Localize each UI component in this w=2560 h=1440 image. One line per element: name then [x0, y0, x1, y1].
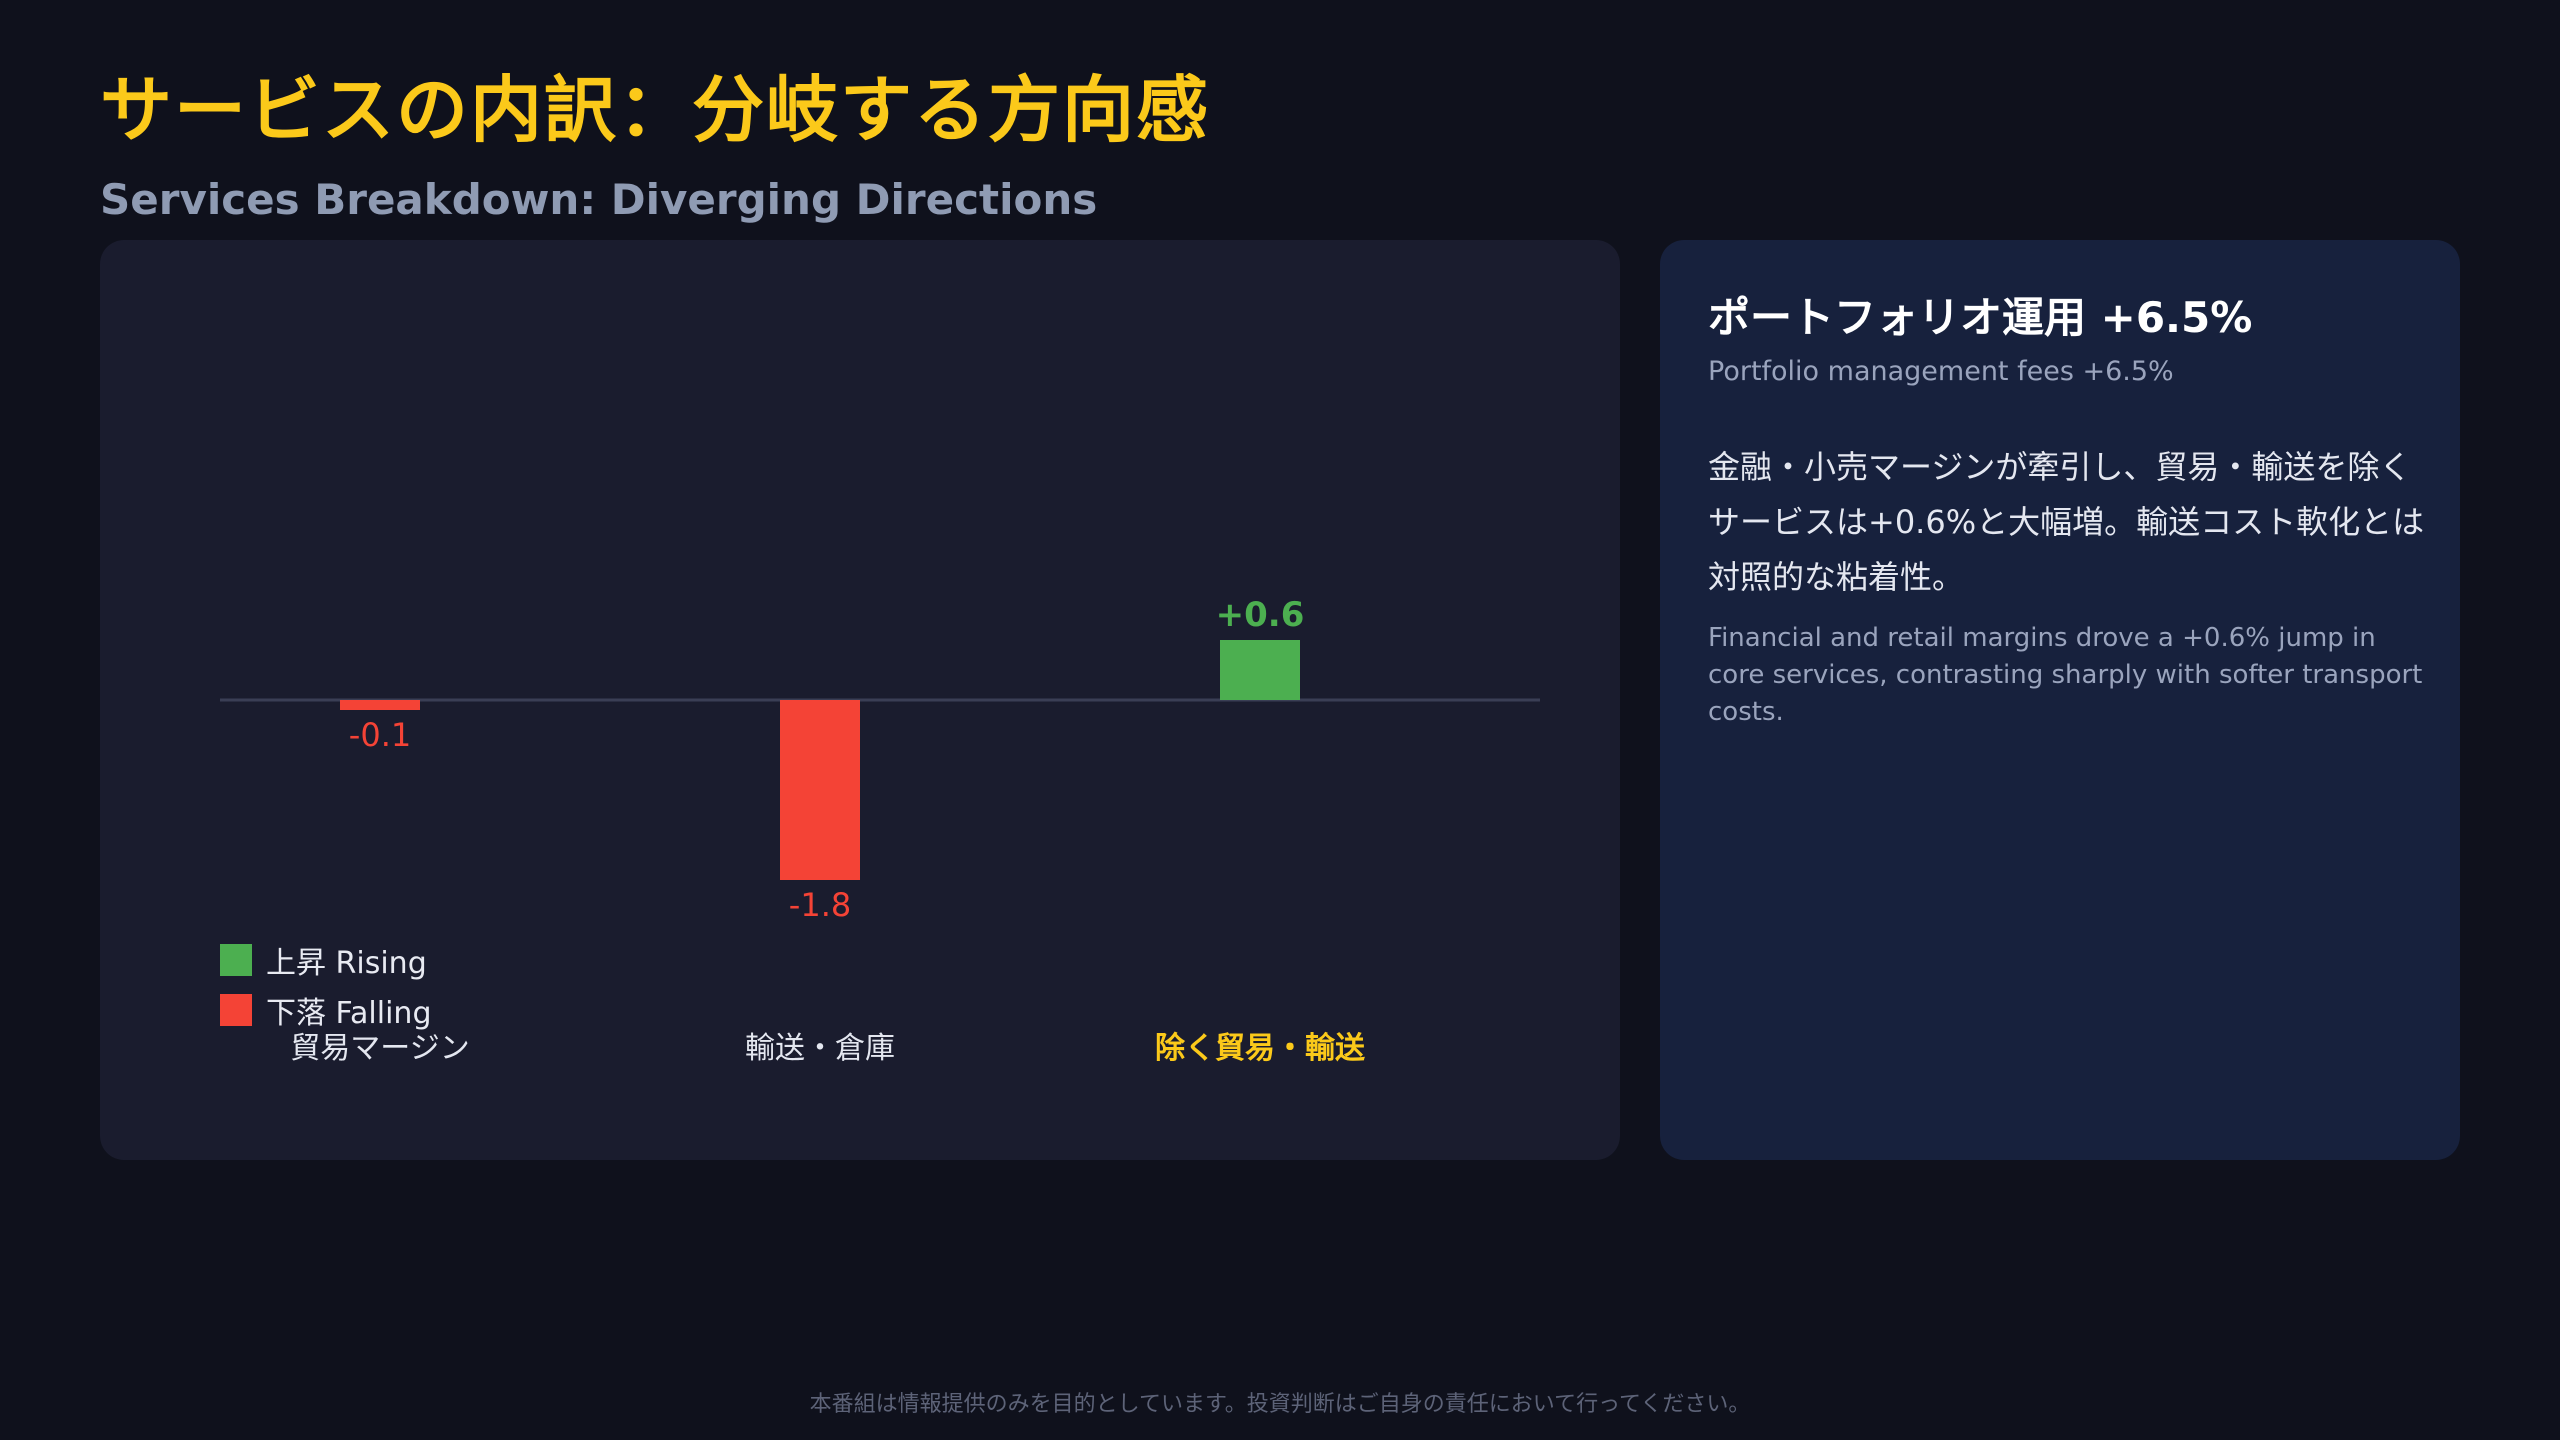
chart-legend: 上昇 Rising 下落 Falling [220, 935, 431, 1035]
bar-0 [340, 700, 420, 710]
info-body-jp: 金融・小売マージンが牽引し、貿易・輸送を除くサービスは+0.6%と大幅増。輸送コ… [1708, 448, 2425, 596]
data-label-0: -0.1 [349, 716, 411, 754]
legend-swatch-falling [220, 994, 252, 1026]
info-subtitle: Portfolio management fees +6.5% [1708, 356, 2174, 387]
category-label-2: 除く貿易・輸送 [1155, 1031, 1365, 1066]
info-body-en: Financial and retail margins drove a +0.… [1708, 623, 2423, 727]
info-title: ポートフォリオ運用 +6.5% [1708, 293, 2253, 342]
data-label-2: +0.6 [1216, 595, 1305, 635]
legend-swatch-rising [220, 944, 252, 976]
data-label-1: -1.8 [789, 886, 851, 924]
chart-panel: -0.1 貿易マージン -1.8 輸送・倉庫 +0.6 除く貿易・輸送 上昇 Rising… [100, 240, 1620, 1160]
bar-chart: -0.1 貿易マージン -1.8 輸送・倉庫 +0.6 除く貿易・輸送 [220, 595, 1540, 1066]
info-panel: ポートフォリオ運用 +6.5% Portfolio management fee… [1660, 240, 2460, 1160]
legend-item-rising: 上昇 Rising [220, 935, 431, 985]
legend-label-rising: 上昇 Rising [266, 946, 427, 981]
bar-1 [780, 700, 860, 880]
legend-label-falling: 下落 Falling [266, 996, 432, 1031]
page-title: サービスの内訳：分岐する方向感 [100, 68, 1211, 152]
category-label-0: 貿易マージン [290, 1031, 469, 1066]
footer-disclaimer: 本番組は情報提供のみを目的としています。投資判断はご自身の責任において行ってくだ… [809, 1392, 1751, 1417]
legend-item-falling: 下落 Falling [220, 985, 431, 1035]
page-subtitle: Services Breakdown: Diverging Directions [100, 175, 1098, 224]
bar-2 [1220, 640, 1300, 700]
category-label-1: 輸送・倉庫 [745, 1031, 895, 1066]
